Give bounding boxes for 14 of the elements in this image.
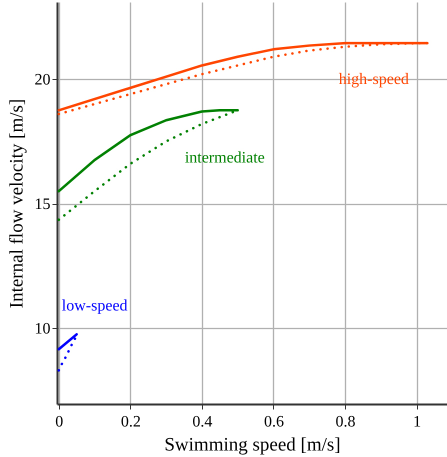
y-axis-title: Internal flow velocity [m/s]: [6, 98, 28, 308]
series-label: low-speed: [62, 297, 128, 314]
series-label: high-speed: [338, 71, 409, 88]
x-axis-title: Swimming speed [m/s]: [164, 434, 341, 456]
x-tick-label: 0: [55, 414, 64, 430]
y-tick-label: 10: [34, 320, 50, 338]
x-tick-label: 1: [413, 414, 422, 430]
text: intermediate: [184, 149, 265, 166]
x-tick-label: 0.8: [336, 414, 356, 430]
x-tick-label: 0.2: [120, 414, 141, 430]
x-tick-label: 0.6: [264, 414, 284, 430]
x-tick-label: 0.4: [192, 414, 212, 430]
y-tick-label: 15: [34, 196, 50, 214]
y-tick-label: 20: [34, 72, 50, 89]
